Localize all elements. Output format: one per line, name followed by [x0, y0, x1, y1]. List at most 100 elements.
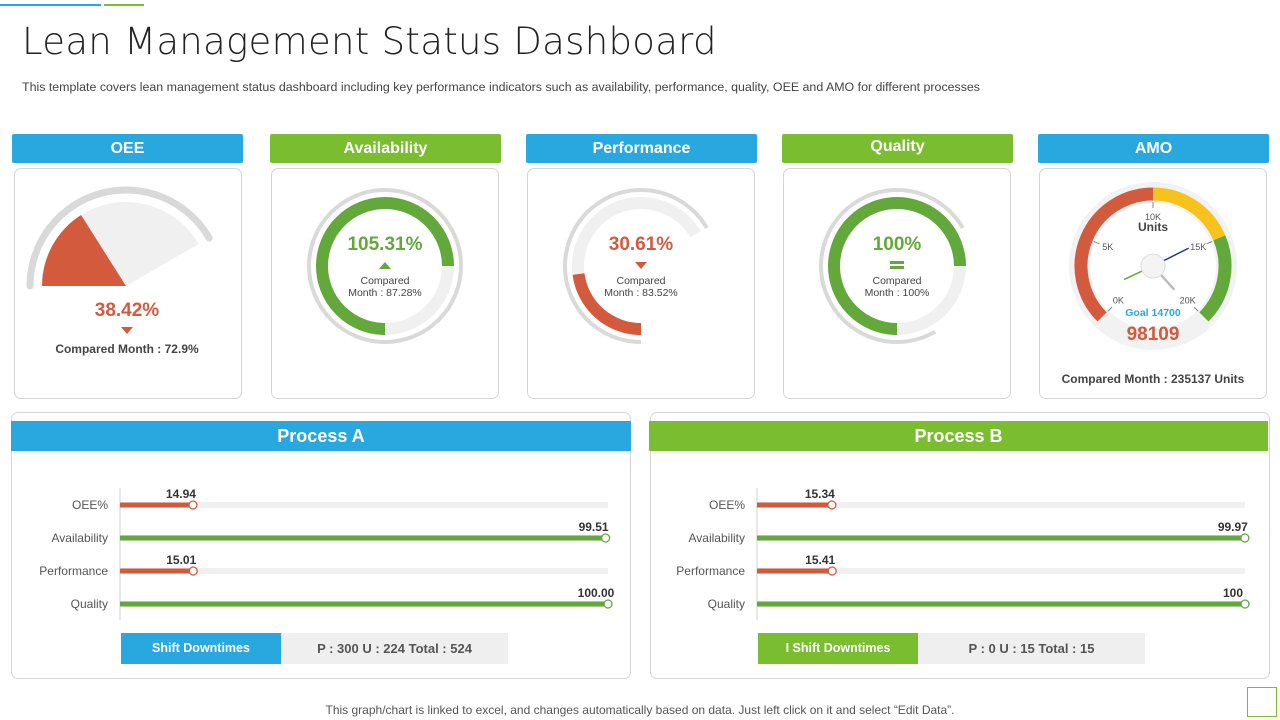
kpi-card-oee: 38.42% Compared Month : 72.9%	[14, 168, 242, 399]
availability-compared-line2: Month : 87.28%	[348, 287, 422, 299]
amo-goal-label: Goal 14700	[1125, 307, 1181, 319]
process-a-bar-chart: OEE% 14.94 Availability 99.51 Performance 15.…	[39, 487, 615, 620]
kpi-header-performance: Performance	[526, 134, 757, 163]
performance-outer-ring	[563, 188, 709, 344]
quality-compared-line2: Month : 100%	[865, 287, 930, 299]
page-title: Lean Management Status Dashboard	[22, 20, 717, 63]
process-b-shift-downtimes-label: I Shift Downtimes	[758, 633, 918, 664]
bar-category-label: OEE%	[709, 498, 745, 512]
bar	[120, 535, 606, 541]
bar-track	[120, 502, 608, 508]
bar-end-marker	[600, 533, 611, 543]
bar-category-label: Performance	[39, 564, 108, 578]
bar-end-marker	[603, 599, 613, 609]
amo-hub	[1140, 253, 1166, 279]
availability-trend-up-icon	[379, 262, 391, 269]
accent-line-blue	[0, 4, 101, 6]
accent-line-green	[104, 4, 144, 6]
amo-value-needle	[1123, 269, 1145, 281]
process-b-bar-chart: OEE% 15.34 Availability 99.97 Performance 15.…	[676, 487, 1250, 620]
quality-outer-ring	[819, 188, 965, 344]
corner-placeholder-box	[1247, 687, 1277, 717]
bar-value-label: 99.97	[1218, 520, 1248, 534]
process-a-shift-downtimes-values: P : 300 U : 224 Total : 524	[281, 633, 508, 664]
bar	[120, 601, 608, 607]
bar	[120, 568, 194, 574]
bar-value-label: 15.41	[805, 553, 835, 567]
bar-end-marker	[827, 500, 837, 510]
bar-category-label: OEE%	[72, 498, 108, 512]
oee-trend-down-icon	[121, 327, 133, 334]
process-a-shift-downtimes-label: Shift Downtimes	[121, 633, 281, 664]
amo-band-green	[1199, 235, 1232, 322]
kpi-header-amo: AMO	[1038, 134, 1269, 163]
bar	[757, 535, 1245, 541]
performance-gauge: 30.61% Compared Month : 83.52%	[563, 188, 709, 344]
bar-category-label: Availability	[52, 531, 108, 545]
kpi-card-quality: 100% Compared Month : 100%	[783, 168, 1011, 399]
bar	[120, 502, 193, 508]
bar-value-label: 100	[1223, 586, 1243, 600]
bar-track	[120, 568, 608, 574]
availability-outer-ring	[307, 188, 463, 344]
oee-gauge-fill	[42, 215, 126, 286]
quality-compared-line1: Compared	[872, 275, 921, 287]
amo-tick-mark	[1193, 306, 1199, 312]
bar-category-label: Availability	[689, 531, 745, 545]
amo-tick-mark	[1206, 241, 1213, 245]
amo-band-yellow	[1152, 187, 1226, 241]
process-a-header: Process A	[11, 421, 631, 451]
performance-compared-line1: Compared	[616, 275, 665, 287]
amo-tick-mark	[1107, 306, 1113, 312]
bar-value-label: 99.51	[579, 520, 609, 534]
bar-value-label: 15.01	[166, 553, 196, 567]
oee-value: 38.42%	[95, 300, 160, 321]
bar-value-label: 100.00	[578, 586, 615, 600]
bar-category-label: Quality	[71, 597, 108, 611]
kpi-header-quality: Quality	[782, 134, 1013, 163]
bar-value-label: 14.94	[166, 487, 196, 501]
performance-compared-line2: Month : 83.52%	[604, 287, 678, 299]
amo-tick-label-0k: 0K	[1113, 296, 1124, 306]
amo-compared: Compared Month : 235137 Units	[1062, 372, 1245, 386]
amo-tick-label-15k: 15K	[1190, 242, 1206, 252]
footer-note: This graph/chart is linked to excel, and…	[325, 703, 955, 717]
performance-trend-down-icon	[635, 262, 647, 269]
bar	[757, 601, 1245, 607]
process-b-header: Process B	[649, 421, 1268, 451]
quality-gauge: 100% Compared Month : 100%	[819, 188, 966, 344]
bar-end-marker	[1240, 599, 1250, 609]
quality-fill	[828, 197, 966, 335]
quality-value: 100%	[873, 234, 922, 255]
quality-equal-icon-top	[890, 261, 904, 264]
bar-end-marker	[827, 566, 837, 576]
bar	[757, 502, 832, 508]
oee-compared: Compared Month : 72.9%	[55, 342, 199, 356]
oee-gauge: 38.42% Compared Month : 72.9%	[26, 186, 213, 356]
bar	[757, 568, 833, 574]
amo-tick-label-10k: 10K	[1145, 212, 1161, 222]
amo-tick-mark	[1093, 241, 1100, 245]
bar-end-marker	[188, 500, 198, 510]
amo-goal-needle	[1161, 247, 1190, 263]
kpi-card-performance: 30.61% Compared Month : 83.52%	[527, 168, 755, 399]
amo-value: 98109	[1127, 324, 1180, 345]
oee-gauge-outer-ring	[26, 186, 213, 290]
availability-value: 105.31%	[347, 234, 422, 255]
page-subtitle: This template covers lean management sta…	[22, 80, 981, 94]
bar-track	[757, 568, 1245, 574]
amo-tick-label-5k: 5K	[1102, 242, 1113, 252]
kpi-header-oee: OEE	[12, 134, 243, 163]
bar-value-label: 15.34	[805, 487, 835, 501]
bar-track	[757, 502, 1245, 508]
kpi-card-availability: 105.31% Compared Month : 87.28%	[271, 168, 499, 399]
bar-category-label: Quality	[708, 597, 745, 611]
quality-equal-icon-bottom	[890, 266, 904, 269]
availability-gauge: 105.31% Compared Month : 87.28%	[307, 188, 463, 344]
bar-end-marker	[188, 566, 198, 576]
performance-fill	[572, 273, 642, 335]
amo-band-red	[1074, 187, 1154, 322]
kpi-card-amo: 0K 5K 10K 15K 20K Units Goal 14700 98109…	[1039, 168, 1267, 399]
availability-fill	[316, 197, 454, 335]
amo-tick-marks	[1093, 202, 1213, 312]
